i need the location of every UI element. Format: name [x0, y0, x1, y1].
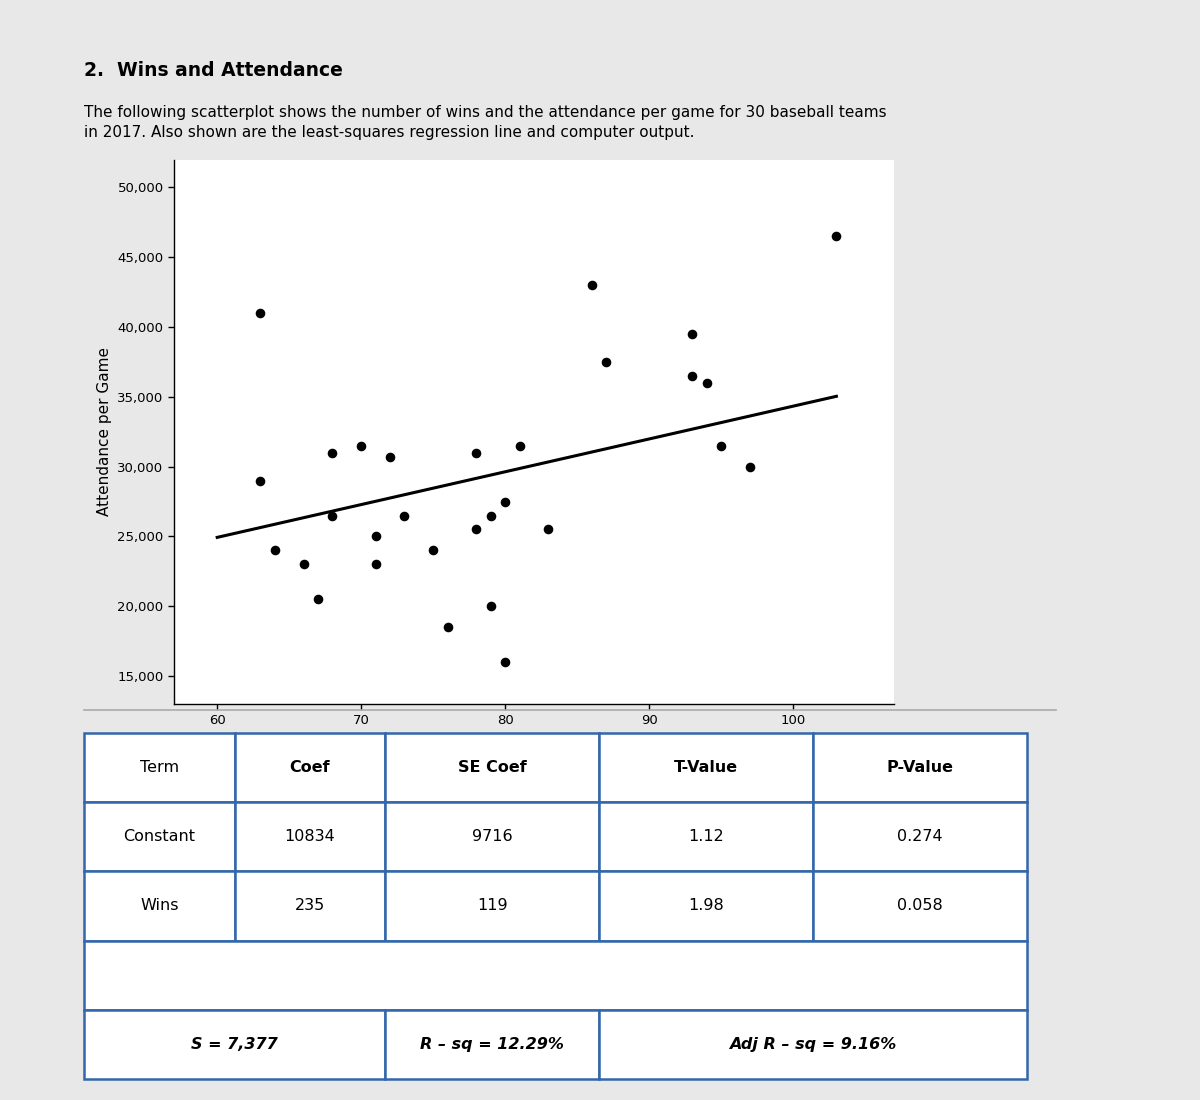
Point — [582, 276, 601, 294]
Text: 1.98: 1.98 — [689, 899, 724, 913]
Text: 119: 119 — [476, 899, 508, 913]
Bar — [814, 802, 1027, 871]
Text: SE Coef: SE Coef — [458, 760, 527, 774]
Point — [251, 305, 270, 322]
Text: Adj R – sq = 9.16%: Adj R – sq = 9.16% — [730, 1037, 896, 1052]
Point — [683, 367, 702, 385]
Text: 10834: 10834 — [284, 829, 335, 844]
Text: Term: Term — [139, 760, 179, 774]
Point — [510, 437, 529, 454]
Text: The following scatterplot shows the number of wins and the attendance per game f: The following scatterplot shows the numb… — [84, 104, 887, 141]
Point — [438, 618, 457, 636]
Y-axis label: Attendance per Game: Attendance per Game — [97, 348, 112, 516]
Point — [308, 591, 328, 608]
Text: Constant: Constant — [124, 829, 196, 844]
Text: Coef: Coef — [289, 760, 330, 774]
Point — [395, 507, 414, 525]
Text: 9716: 9716 — [472, 829, 512, 844]
Point — [596, 353, 616, 371]
Point — [380, 448, 400, 465]
X-axis label: Number of Wins: Number of Wins — [473, 733, 595, 748]
Point — [424, 541, 443, 559]
Point — [740, 458, 760, 475]
Text: 2.  Wins and Attendance: 2. Wins and Attendance — [84, 60, 343, 79]
Point — [323, 444, 342, 462]
Bar — [235, 802, 385, 871]
Point — [251, 472, 270, 490]
Text: 1.12: 1.12 — [689, 829, 724, 844]
Point — [366, 528, 385, 546]
Bar — [599, 1010, 1027, 1079]
Bar — [84, 940, 1027, 1010]
Text: R – sq = 12.29%: R – sq = 12.29% — [420, 1037, 564, 1052]
Point — [539, 520, 558, 538]
Point — [265, 541, 284, 559]
Bar — [235, 733, 385, 802]
Text: S = 7,377: S = 7,377 — [191, 1037, 278, 1052]
Point — [294, 556, 313, 573]
Bar — [814, 871, 1027, 940]
Bar — [235, 871, 385, 940]
Bar — [84, 1010, 385, 1079]
Bar — [385, 1010, 599, 1079]
Point — [697, 374, 716, 392]
Point — [352, 437, 371, 454]
Bar — [385, 802, 599, 871]
Bar — [599, 733, 814, 802]
Point — [323, 507, 342, 525]
Bar — [84, 802, 235, 871]
Text: P-Value: P-Value — [887, 760, 954, 774]
Point — [496, 493, 515, 510]
Bar — [385, 871, 599, 940]
Bar — [599, 871, 814, 940]
Bar — [84, 871, 235, 940]
Point — [467, 520, 486, 538]
Bar — [599, 802, 814, 871]
Text: 0.274: 0.274 — [898, 829, 943, 844]
Point — [481, 597, 500, 615]
Point — [467, 444, 486, 462]
Bar — [814, 733, 1027, 802]
Bar — [385, 733, 599, 802]
Point — [496, 653, 515, 671]
Point — [683, 326, 702, 343]
Text: T-Value: T-Value — [674, 760, 738, 774]
Point — [481, 507, 500, 525]
Bar — [84, 733, 235, 802]
Text: 0.058: 0.058 — [898, 899, 943, 913]
Point — [827, 228, 846, 245]
Text: Wins: Wins — [140, 899, 179, 913]
Text: 235: 235 — [295, 899, 325, 913]
Point — [712, 437, 731, 454]
Point — [366, 556, 385, 573]
